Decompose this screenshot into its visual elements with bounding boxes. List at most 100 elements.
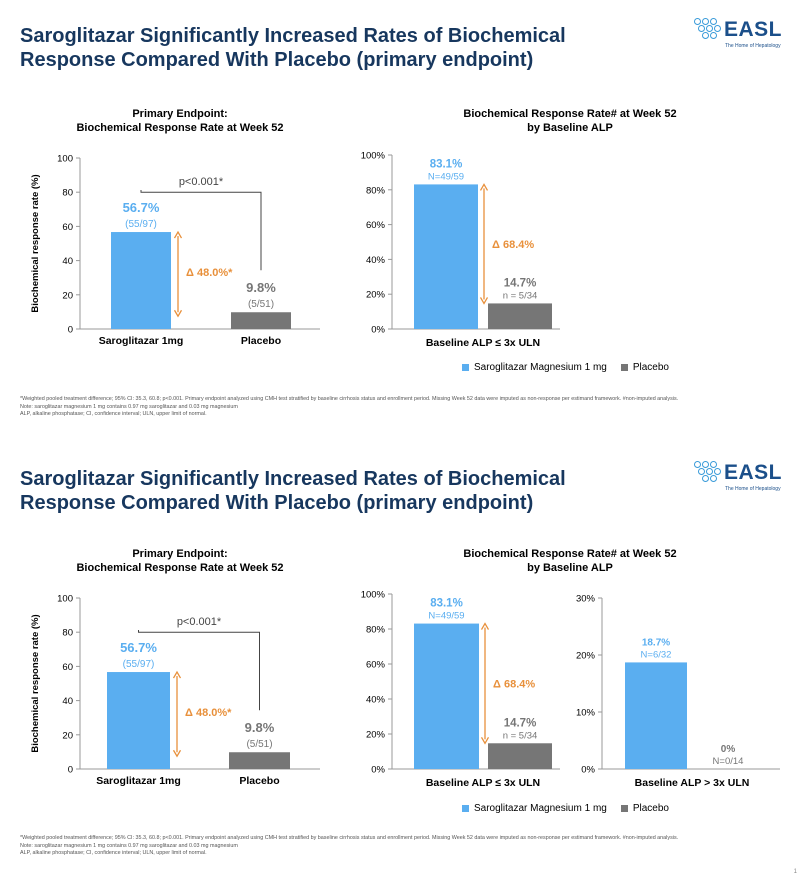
y-tick-label: 100	[57, 154, 73, 165]
y-tick-label: 40	[62, 256, 73, 267]
delta-arrow-head-top	[173, 230, 183, 239]
value-label-treatment: 56.7%	[123, 200, 160, 215]
footnote-3: ALP, alkaline phosphatase; CI, confidenc…	[20, 411, 207, 418]
n-label-placebo: n = 5/34	[503, 290, 538, 301]
logo-wordmark: EASL	[724, 18, 783, 41]
logo-tagline: The Home of Hepatology	[725, 43, 781, 49]
legend-label-treatment: Saroglitazar Magnesium 1 mg	[474, 362, 607, 373]
legend-item-treatment: Saroglitazar Magnesium 1 mg	[462, 362, 607, 373]
y-tick-label: 30%	[576, 594, 596, 605]
y-tick-label: 0%	[581, 765, 595, 776]
delta-label: Δ 68.4%	[492, 239, 534, 251]
bar-treatment	[111, 232, 171, 329]
delta-arrow-head-bottom	[173, 309, 183, 318]
value-label-treatment: 18.7%	[642, 637, 670, 648]
legend-label-treatment: Saroglitazar Magnesium 1 mg	[474, 803, 607, 814]
delta-arrow-head-top	[479, 183, 489, 191]
y-tick-label: 20%	[366, 730, 386, 741]
category-label: Baseline ALP > 3x ULN	[635, 777, 750, 789]
left-panel-title-line-2: Biochemical Response Rate at Week 52	[76, 122, 284, 134]
right-panel-title-line-2: by Baseline ALP	[527, 562, 613, 574]
y-axis-title: Biochemical response rate (%)	[30, 174, 41, 312]
slide-title: Saroglitazar Significantly Increased Rat…	[20, 25, 566, 71]
right-panel-title-line-1: Biochemical Response Rate# at Week 52	[463, 548, 677, 560]
y-tick-label: 20	[62, 730, 73, 741]
value-label-treatment: 83.1%	[430, 158, 463, 170]
right-panel-title: Biochemical Response Rate# at Week 52 by…	[430, 107, 710, 135]
n-label-treatment: N=49/59	[428, 611, 464, 622]
delta-arrow-head-top	[172, 670, 182, 679]
y-tick-label: 100%	[361, 590, 386, 601]
page-number: 1	[793, 869, 797, 875]
n-label-placebo: N=0/14	[713, 756, 744, 767]
n-label-treatment: (55/97)	[123, 659, 155, 670]
legend-label-placebo: Placebo	[632, 803, 669, 814]
y-tick-label: 80%	[366, 185, 386, 196]
legend-item-placebo: Placebo	[620, 803, 669, 814]
value-label-treatment: 83.1%	[430, 598, 463, 610]
y-tick-label: 60	[62, 222, 73, 233]
y-tick-label: 20%	[366, 290, 386, 301]
footnotes: *Weighted pooled treatment difference; 9…	[20, 835, 740, 858]
y-tick-label: 0	[68, 765, 73, 776]
left-panel-title-line-1: Primary Endpoint:	[132, 108, 228, 120]
delta-arrow-head-bottom	[479, 297, 489, 305]
value-label-placebo: 0%	[721, 744, 736, 755]
y-tick-label: 20	[62, 290, 73, 301]
bar-treatment	[414, 623, 479, 769]
y-tick-label: 0%	[371, 765, 385, 776]
bar-treatment	[414, 184, 478, 329]
bar-placebo	[488, 743, 552, 769]
legend-swatch-treatment	[462, 805, 469, 812]
y-tick-label: 100%	[361, 151, 386, 162]
n-label-treatment: (55/97)	[125, 219, 157, 230]
y-tick-label: 80	[62, 628, 73, 639]
bar-treatment	[107, 672, 170, 769]
footnotes: *Weighted pooled treatment difference; 9…	[20, 396, 740, 419]
footnote-3: ALP, alkaline phosphatase; CI, confidenc…	[20, 850, 207, 857]
left-panel-title: Primary Endpoint: Biochemical Response R…	[60, 107, 300, 135]
delta-arrow-head-top	[480, 622, 490, 630]
legend-item-treatment: Saroglitazar Magnesium 1 mg	[462, 803, 607, 814]
bar-placebo	[229, 752, 290, 769]
y-tick-label: 80	[62, 188, 73, 199]
significance-bracket	[138, 630, 260, 711]
y-tick-label: 0%	[371, 325, 385, 336]
value-label-placebo: 9.8%	[246, 280, 276, 295]
y-tick-label: 80%	[366, 625, 386, 636]
footnote-1: *Weighted pooled treatment difference; 9…	[20, 835, 679, 841]
category-label: Placebo	[241, 335, 281, 347]
n-label-placebo: (5/51)	[248, 299, 274, 310]
y-axis-title: Biochemical response rate (%)	[30, 614, 41, 752]
y-tick-label: 20%	[576, 651, 596, 662]
logo-tagline: The Home of Hepatology	[725, 486, 781, 492]
y-tick-label: 100	[57, 594, 73, 605]
left-panel-title-line-2: Biochemical Response Rate at Week 52	[76, 562, 284, 574]
n-label-treatment: N=6/32	[641, 649, 672, 660]
value-label-placebo: 14.7%	[504, 277, 537, 289]
delta-arrow-head-bottom	[480, 736, 490, 745]
value-label-placebo: 9.8%	[245, 720, 275, 735]
footnote-2: Note: saroglitazar magnesium 1 mg contai…	[20, 842, 238, 849]
slide-title: Saroglitazar Significantly Increased Rat…	[20, 468, 566, 514]
significance-bracket	[140, 190, 262, 271]
y-tick-label: 60%	[366, 660, 386, 671]
category-label: Saroglitazar 1mg	[96, 775, 181, 787]
y-tick-label: 60%	[366, 220, 386, 231]
n-label-placebo: (5/51)	[246, 739, 272, 750]
delta-label: Δ 48.0%*	[186, 267, 233, 279]
bar-placebo	[488, 303, 552, 329]
value-label-placebo: 14.7%	[504, 717, 537, 729]
right-panel-title-line-1: Biochemical Response Rate# at Week 52	[463, 108, 677, 120]
legend-label-placebo: Placebo	[632, 362, 669, 373]
category-label: Saroglitazar 1mg	[99, 335, 184, 347]
y-tick-label: 10%	[576, 708, 596, 719]
category-label: Baseline ALP ≤ 3x ULN	[426, 777, 540, 789]
left-panel-title: Primary Endpoint: Biochemical Response R…	[60, 547, 300, 575]
y-tick-label: 40	[62, 696, 73, 707]
y-tick-label: 0	[68, 325, 73, 336]
bar-placebo	[231, 312, 291, 329]
legend: Saroglitazar Magnesium 1 mg Placebo	[462, 362, 677, 373]
value-label-treatment: 56.7%	[120, 640, 157, 655]
left-panel-title-line-1: Primary Endpoint:	[132, 548, 228, 560]
